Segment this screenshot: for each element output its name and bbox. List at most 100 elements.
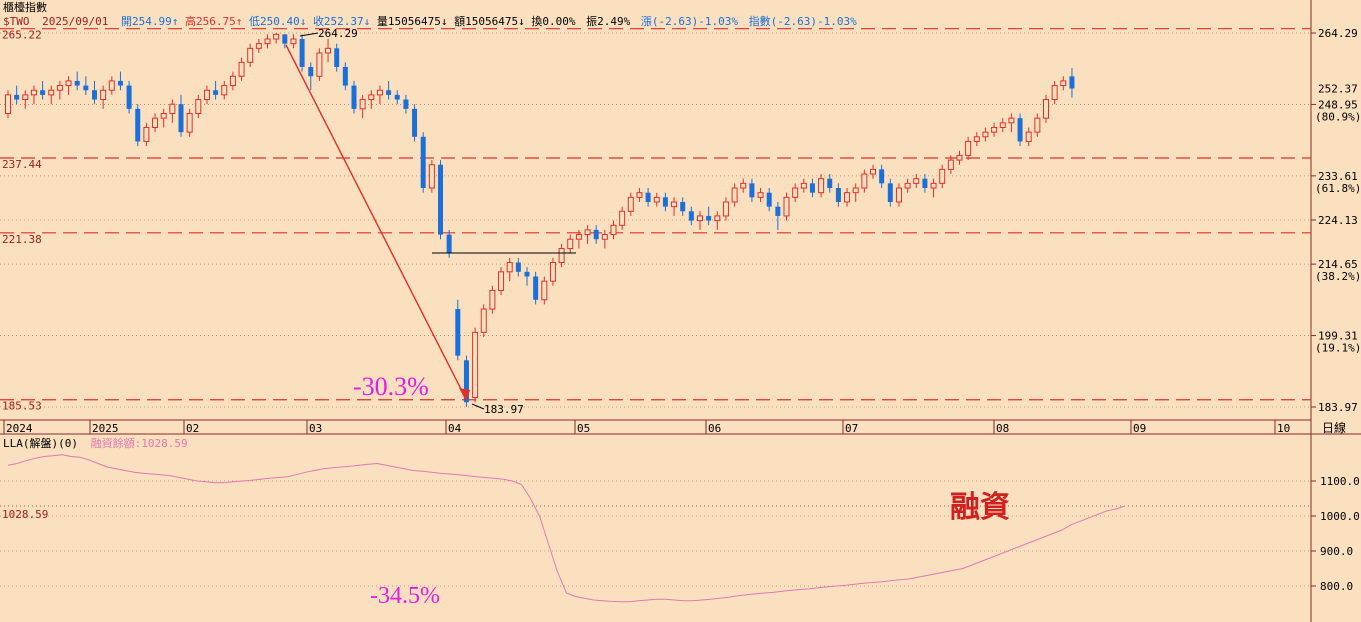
upper-panel-bg (0, 0, 1311, 420)
x-tick-label: 07 (845, 422, 858, 435)
candle-body (221, 85, 228, 96)
candle-body (152, 117, 159, 128)
candle-body (108, 80, 115, 91)
dashed-level-label: 185.53 (2, 400, 42, 413)
candle-body (895, 187, 902, 203)
candle-body (126, 85, 132, 109)
lower-gridlines (0, 480, 1311, 587)
candle-body (316, 52, 323, 77)
candle-body (852, 187, 859, 194)
high-value: 高256.75↑ (185, 14, 242, 28)
turnover-value: 換0.00% (531, 15, 575, 28)
candle-body (169, 103, 176, 115)
lower-tick-label: 800.0 (1320, 580, 1353, 593)
candle-body (991, 126, 998, 133)
candle-body (1051, 85, 1058, 101)
candle-body (472, 331, 479, 399)
candle-body (601, 234, 608, 240)
lower-indicator-label: LLA(解盤)(0) (3, 436, 78, 450)
candle-body (1008, 117, 1015, 124)
candle-body (792, 187, 799, 198)
chart-title: 櫃檯指數 (3, 0, 47, 14)
candle-body (775, 206, 781, 216)
upper-tick-label: 214.65 (1318, 258, 1358, 271)
candle-body (438, 164, 443, 235)
candle-body (264, 38, 271, 45)
timeframe-label: 日線 (1322, 420, 1346, 435)
low-value: 低250.40↓ (249, 15, 306, 28)
candle-body (83, 85, 89, 91)
candle-body (359, 99, 366, 110)
candle-body (697, 215, 703, 222)
candle-body (1060, 80, 1067, 87)
candle-body (5, 94, 11, 115)
candle-body (645, 192, 651, 202)
candle-body (92, 90, 97, 100)
candle-body (351, 85, 357, 109)
margin-title: 融資 (950, 490, 1010, 525)
candle-body (558, 248, 565, 264)
candle-body (688, 211, 694, 221)
candle-body (403, 99, 409, 109)
trough-label-leader (471, 403, 485, 410)
candle-body (662, 197, 668, 207)
candle-body (342, 66, 348, 86)
candle-body (299, 39, 305, 67)
candle-body (575, 234, 582, 240)
upper-tick-pct: (38.2%) (1315, 270, 1361, 283)
upper-tick-label: 233.61 (1318, 170, 1358, 183)
margin-balance-line (7, 454, 1126, 603)
candle-body (65, 80, 72, 87)
lower-tick-label: 1100.0 (1320, 475, 1360, 488)
candle-body (714, 215, 721, 222)
lower-tick-label: 1000.0 (1320, 510, 1360, 523)
close-value: 收252.37↓ (313, 14, 370, 28)
candle-body (498, 271, 505, 291)
candle-body (247, 47, 254, 63)
symbol: $TWO (3, 15, 30, 28)
candle-body (947, 159, 954, 170)
candle-body (117, 80, 123, 86)
candle-body (680, 201, 686, 212)
candle-body (14, 94, 20, 100)
index-change-value: 指數(-2.63)-1.03% (749, 14, 857, 28)
candle-body (325, 47, 332, 54)
upper-gridlines (0, 32, 1311, 408)
candle-body (809, 183, 815, 193)
candle-body (428, 164, 435, 189)
candle-body (913, 178, 920, 184)
candle-body (800, 182, 807, 189)
candle-body (939, 168, 946, 184)
x-axis-ticks: 2024 2025 02 03 04 05 06 07 08 09 10 (3, 420, 1290, 435)
candle-body (74, 80, 80, 86)
ohlc-header: $TWO 2025/09/01 開254.99↑ 高256.75↑ 低250.4… (3, 14, 857, 28)
drop-arrow-head (459, 388, 470, 401)
drop-arrow (285, 44, 467, 400)
x-tick-label: 04 (448, 422, 462, 435)
candle-body (861, 173, 868, 189)
candle-body (653, 196, 660, 203)
candle-body (160, 113, 167, 119)
candle-body (515, 262, 521, 272)
candle-body (56, 85, 63, 91)
candle-body (420, 136, 426, 189)
candle-body (999, 122, 1006, 128)
candle-body (844, 192, 851, 203)
candle-body (1025, 131, 1032, 142)
change-value: 漲(-2.63)-1.03% (641, 15, 738, 28)
candle-body (186, 113, 193, 133)
candle-body (584, 229, 591, 236)
candle-body (1017, 118, 1023, 142)
candle-body (887, 183, 893, 202)
candle-body (766, 192, 772, 207)
peak-label: 264.29 (318, 27, 358, 40)
candle-body (446, 234, 452, 254)
lower-y-ticks: 1100.0 1000.0 900.0 800.0 (1311, 475, 1360, 593)
candle-body (610, 224, 617, 236)
drop-percent-price: -30.3% (353, 372, 429, 401)
candle-body (904, 182, 911, 189)
margin-line (7, 454, 1126, 603)
candle-body (30, 89, 37, 96)
upper-tick-pct: (61.8%) (1315, 182, 1361, 195)
x-tick-label: 2025 (92, 422, 119, 435)
